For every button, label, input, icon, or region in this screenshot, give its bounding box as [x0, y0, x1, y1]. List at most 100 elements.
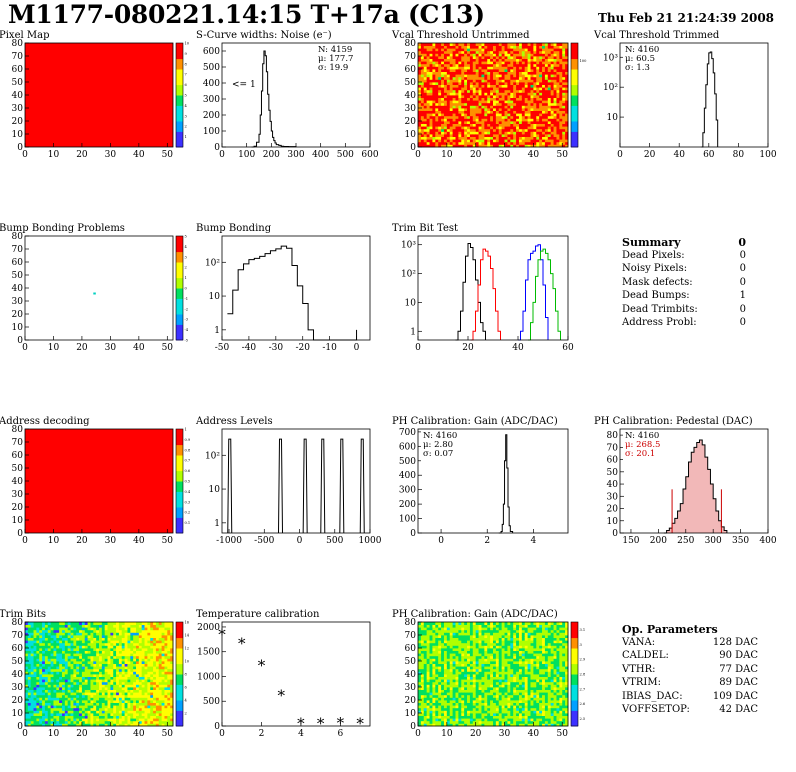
heatmap-cell: [553, 128, 557, 132]
heatmap-cell: [487, 108, 491, 111]
heatmap-cell: [449, 50, 454, 54]
heatmap-cell: [565, 118, 569, 122]
heatmap-cell: [435, 697, 439, 701]
heatmap-cell: [113, 642, 117, 646]
heatmap-cell: [81, 713, 86, 716]
heatmap-cell: [56, 702, 60, 706]
heatmap-cell: [99, 710, 103, 714]
heatmap-cell: [550, 126, 554, 130]
heatmap-cell: [542, 56, 546, 59]
heatmap-cell: [530, 82, 534, 85]
heatmap-cell: [455, 118, 459, 122]
heatmap-cell: [27, 663, 32, 667]
heatmap-cell: [118, 645, 123, 649]
chart-title: Bump Bonding Problems: [0, 223, 125, 234]
heatmap-cell: [435, 121, 439, 124]
heatmap-cell: [469, 48, 474, 52]
heatmap-cell: [53, 645, 57, 649]
heatmap-cell: [553, 108, 557, 111]
heatmap-cell: [426, 697, 430, 701]
heatmap-cell: [435, 658, 439, 662]
heatmap-cell: [472, 56, 477, 59]
heatmap-cell: [533, 126, 537, 130]
heatmap-cell: [530, 136, 534, 140]
heatmap-cell: [96, 713, 100, 716]
heatmap-cell: [136, 622, 140, 625]
heatmap-cell: [170, 668, 174, 672]
heatmap-cell: [96, 681, 100, 685]
heatmap-cell: [426, 637, 430, 641]
heatmap-cell: [446, 66, 451, 70]
heatmap-cell: [96, 645, 100, 649]
heatmap-cell: [130, 650, 134, 654]
heatmap-cell: [556, 87, 560, 91]
heatmap-cell: [30, 650, 34, 654]
y-tick-label: 50: [607, 468, 619, 478]
y-tick-label: 300: [203, 95, 220, 105]
heatmap-cell: [64, 640, 69, 644]
heatmap-cell: [495, 53, 500, 57]
color-scale-step: [571, 74, 578, 80]
heatmap-cell: [420, 128, 425, 132]
heatmap-cell: [464, 118, 468, 122]
x-tick-label: 1000: [359, 536, 382, 546]
heatmap-cell: [562, 115, 566, 119]
heatmap-cell: [118, 629, 123, 633]
heatmap-cell: [73, 624, 77, 628]
stats-box: [421, 430, 471, 462]
heatmap-cell: [487, 53, 491, 57]
heatmap-cell: [141, 629, 145, 633]
heatmap-cell: [141, 715, 145, 719]
heatmap-cell: [542, 108, 546, 111]
heatmap-cell: [438, 56, 442, 59]
data-peak: [277, 438, 283, 534]
heatmap-cell: [136, 707, 140, 711]
heatmap-cell: [435, 715, 439, 719]
heatmap-cell: [521, 105, 526, 109]
heatmap-cell: [121, 658, 126, 662]
heatmap-cell: [452, 113, 456, 117]
heatmap-cell: [118, 705, 123, 709]
heatmap-cell: [429, 707, 433, 711]
heatmap-cell: [76, 648, 80, 651]
chart-title: Address decoding: [0, 416, 90, 427]
heatmap-cell: [550, 56, 554, 59]
heatmap-cell: [438, 74, 442, 78]
color-scale-tick-label: 2: [185, 712, 187, 716]
heatmap-cell: [93, 627, 97, 631]
heatmap-cell: [67, 650, 71, 654]
heatmap-cell: [84, 632, 89, 636]
heatmap-cell: [521, 136, 526, 140]
heatmap-cell: [79, 684, 83, 688]
heatmap-cell: [464, 66, 468, 70]
heatmap-cell: [56, 687, 60, 690]
heatmap-cell: [116, 723, 120, 727]
heatmap-cell: [516, 123, 520, 127]
heatmap-cell: [495, 100, 500, 104]
heatmap-cell: [56, 723, 60, 727]
heatmap-cell: [50, 710, 54, 714]
x-tick-label: 60: [703, 150, 715, 160]
heatmap-cell: [493, 134, 497, 137]
heatmap-cell: [429, 723, 433, 727]
heatmap-cell: [42, 653, 46, 657]
heatmap-cell: [533, 102, 537, 106]
heatmap-cell: [544, 50, 549, 54]
heatmap-cell: [70, 718, 74, 722]
heatmap-cell: [124, 694, 128, 698]
color-scale-tick-label: 1: [185, 135, 187, 139]
heatmap-cell: [127, 629, 131, 633]
heatmap-cell: [493, 89, 497, 93]
heatmap-cell: [441, 121, 445, 124]
heatmap-cell: [524, 102, 529, 106]
heatmap-cell: [150, 700, 154, 703]
heatmap-cell: [536, 74, 540, 78]
heatmap-cell: [553, 48, 557, 52]
heatmap-cell: [510, 108, 514, 111]
heatmap-cell: [56, 640, 60, 644]
heatmap-cell: [70, 629, 74, 633]
heatmap-cell: [110, 694, 114, 698]
heatmap-cell: [87, 668, 91, 672]
heatmap-cell: [87, 648, 91, 651]
heatmap-cell: [527, 113, 531, 117]
